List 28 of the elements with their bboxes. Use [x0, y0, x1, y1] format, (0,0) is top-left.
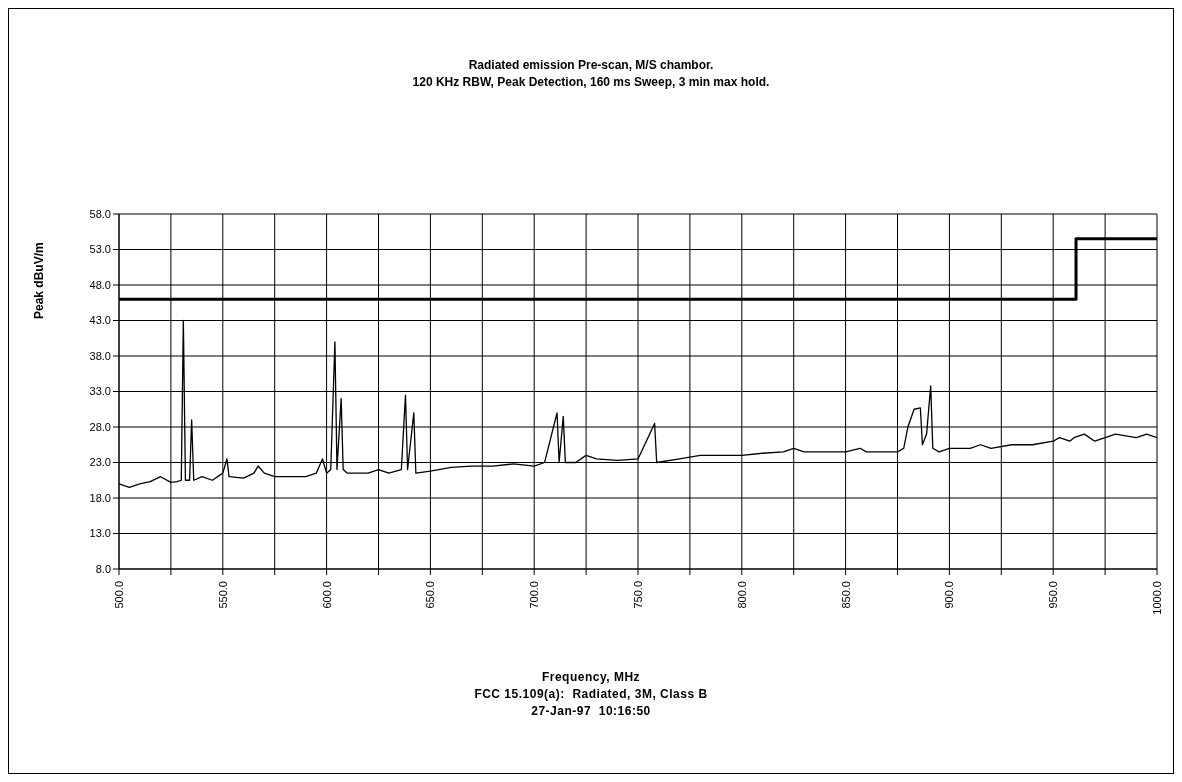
y-axis-title: Peak dBuV/m: [32, 242, 46, 319]
x-tick-label: 500.0: [113, 581, 125, 609]
y-tick-label: 18.0: [89, 491, 111, 504]
x-tick-label: 850.0: [839, 581, 852, 609]
x-tick-label: 1000.0: [1151, 581, 1163, 615]
y-tick-label: 8.0: [95, 562, 111, 575]
text: 27-Jan-97 10:16:50: [530, 703, 652, 720]
y-tick-label: 23.0: [89, 456, 111, 469]
y-tick-label: 43.0: [89, 314, 111, 327]
y-tick-label: 33.0: [89, 385, 111, 398]
y-tick-label: 53.0: [89, 243, 111, 256]
x-tick-label: 900.0: [943, 581, 956, 609]
y-tick-label: 48.0: [89, 278, 111, 291]
x-tick-label: 700.0: [528, 581, 541, 609]
y-tick-label: 38.0: [89, 349, 111, 362]
x-tick-label: 550.0: [216, 581, 229, 609]
x-tick-label: 950.0: [1047, 581, 1060, 609]
x-tick-label: 750.0: [632, 581, 644, 609]
x-tick-label: 650.0: [424, 581, 437, 609]
text: FCC 15.109(a): Radiated, 3M, Class B: [473, 686, 709, 703]
y-tick-label: 58.0: [89, 207, 111, 220]
chart-subtitle: 120 KHz RBW, Peak Detection, 160 ms Sweep, 3 min max hold.: [411, 74, 771, 91]
chart-title: Radiated emission Pre-scan, M/S chambor.: [467, 57, 715, 74]
x-tick-label: 800.0: [735, 581, 748, 609]
y-tick-label: 13.0: [89, 527, 111, 540]
y-tick-label: 28.0: [89, 420, 111, 433]
x-axis-title: Frequency, MHz: [540, 669, 642, 686]
x-tick-label: 600.0: [320, 581, 333, 609]
